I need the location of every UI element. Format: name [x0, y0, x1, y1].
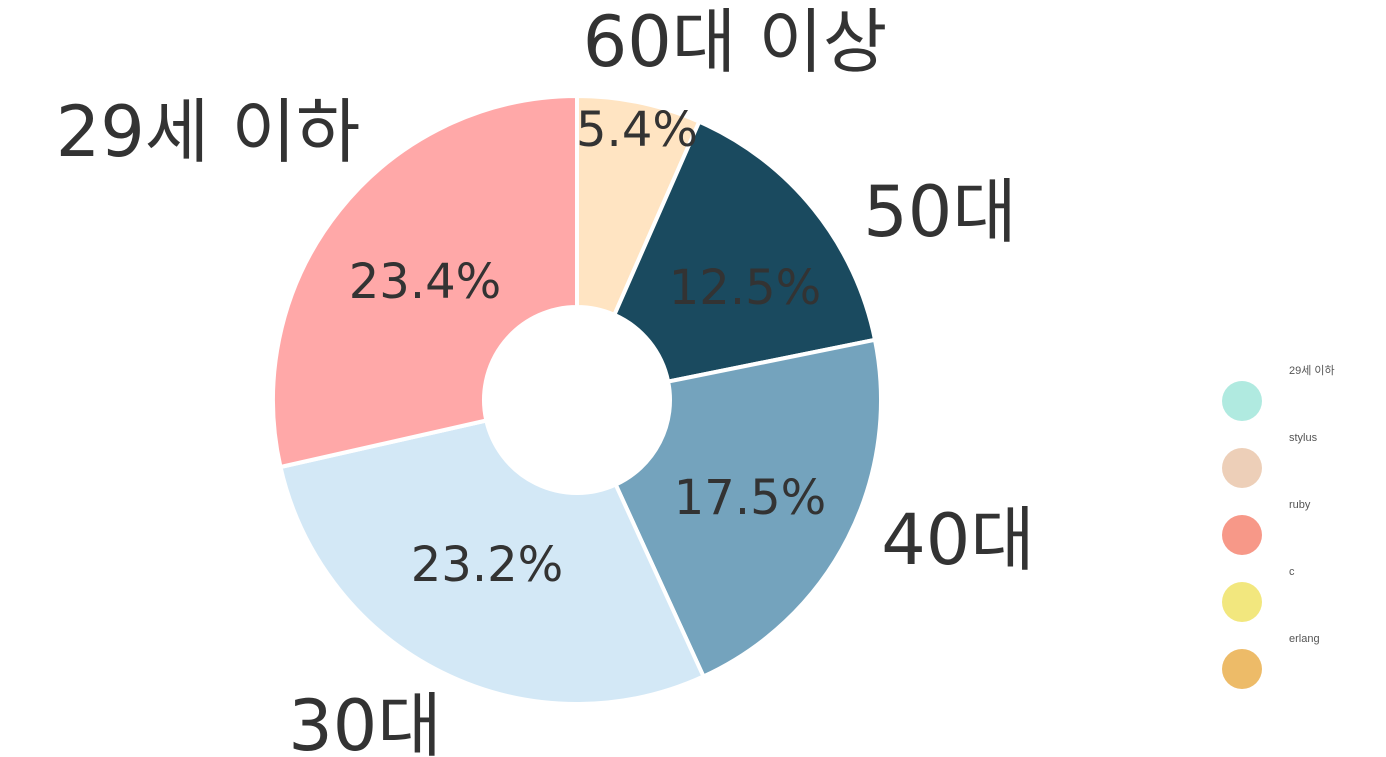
- slice-percent-label: 23.2%: [411, 537, 563, 593]
- legend-swatch[interactable]: [1222, 582, 1262, 622]
- slices-group: [273, 96, 881, 704]
- slice-percent-label: 23.4%: [349, 254, 501, 310]
- legend-swatch[interactable]: [1222, 448, 1262, 488]
- legend-swatch[interactable]: [1222, 649, 1262, 689]
- legend-item-label: ruby: [1289, 499, 1311, 511]
- legend-swatch[interactable]: [1222, 381, 1262, 421]
- slice-category-label: 50대: [863, 171, 1016, 253]
- slice-category-label: 60대 이상: [583, 1, 888, 83]
- legend: 29세 이하 stylus ruby c erlang: [1222, 363, 1335, 689]
- slice-category-label: 40대: [881, 499, 1034, 581]
- slice-percent-label: 17.5%: [674, 470, 826, 526]
- legend-item-label: erlang: [1289, 633, 1320, 645]
- slice-percent-label: 5.4%: [576, 102, 698, 158]
- slice-category-label: 30대: [288, 685, 441, 757]
- legend-swatch[interactable]: [1222, 515, 1262, 555]
- slice-percent-label: 12.5%: [669, 260, 821, 316]
- legend-item-label: 29세 이하: [1289, 363, 1335, 377]
- legend-item-label: c: [1289, 566, 1295, 578]
- legend-item-label: stylus: [1289, 432, 1318, 444]
- slice-category-label: 29세 이하: [56, 91, 361, 173]
